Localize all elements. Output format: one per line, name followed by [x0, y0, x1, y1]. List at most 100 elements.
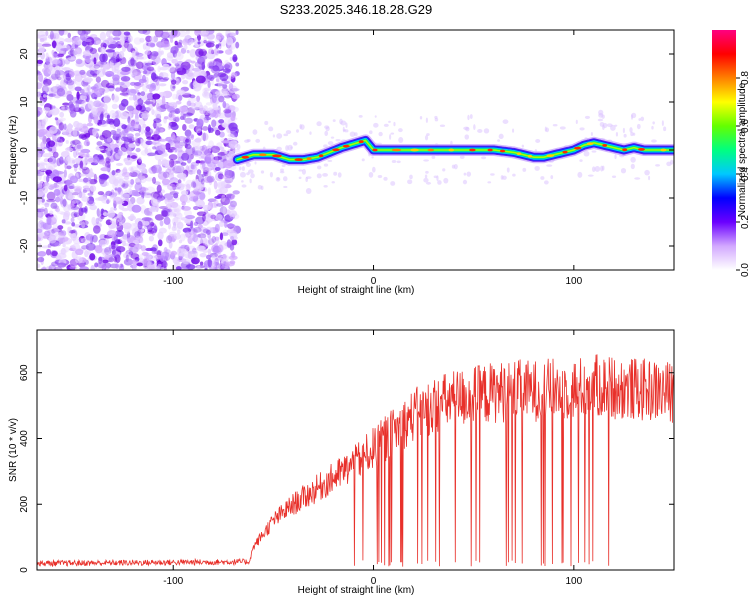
noise-speckle — [99, 233, 105, 239]
noise-speckle — [122, 243, 131, 247]
noise-speckle — [159, 72, 164, 79]
noise-speckle — [172, 93, 178, 100]
noise-speckle — [225, 107, 232, 114]
noise-speckle — [178, 239, 183, 244]
noise-speckle — [138, 53, 148, 60]
noise-speckle — [228, 140, 239, 149]
noise-speckle — [73, 188, 82, 193]
band-speckle — [610, 124, 616, 131]
noise-speckle — [119, 236, 128, 243]
noise-speckle — [115, 58, 120, 63]
noise-speckle — [158, 83, 167, 87]
noise-speckle — [142, 43, 147, 50]
noise-speckle — [39, 164, 46, 172]
noise-speckle — [73, 212, 80, 218]
noise-speckle — [157, 65, 161, 73]
noise-speckle — [232, 56, 238, 61]
noise-speckle — [100, 167, 110, 172]
noise-speckle — [93, 57, 97, 65]
noise-speckle — [78, 133, 86, 139]
band-speckle — [423, 159, 429, 162]
noise-speckle — [64, 58, 71, 65]
noise-speckle — [214, 156, 219, 162]
noise-speckle — [60, 79, 67, 88]
noise-speckle — [190, 164, 195, 170]
noise-speckle — [37, 143, 41, 147]
noise-speckle — [79, 173, 86, 177]
noise-speckle — [126, 133, 134, 139]
noise-speckle — [130, 179, 135, 185]
band-speckle — [374, 115, 377, 118]
noise-speckle — [218, 221, 225, 228]
noise-speckle — [223, 64, 231, 69]
noise-speckle — [207, 213, 215, 218]
band-speckle — [433, 175, 438, 179]
noise-speckle — [211, 109, 222, 118]
noise-speckle — [151, 141, 157, 145]
noise-speckle — [208, 171, 212, 178]
noise-speckle — [184, 112, 194, 116]
noise-speckle — [69, 109, 77, 118]
noise-speckle — [75, 248, 84, 256]
noise-speckle — [215, 146, 225, 151]
noise-speckle — [176, 229, 181, 235]
noise-speckle — [118, 215, 125, 224]
noise-speckle — [126, 147, 132, 156]
noise-speckle — [160, 40, 171, 48]
noise-speckle — [164, 197, 168, 205]
noise-speckle — [139, 117, 146, 126]
noise-speckle — [42, 94, 47, 98]
noise-speckle — [115, 245, 126, 253]
noise-speckle — [144, 127, 154, 136]
noise-speckle — [161, 95, 166, 105]
noise-speckle — [38, 128, 48, 135]
noise-speckle — [211, 235, 217, 243]
band-speckle — [283, 185, 288, 189]
spectrogram-hotspot — [372, 148, 378, 152]
noise-speckle — [81, 92, 89, 96]
spectrogram-y-label: Frequency (Hz) — [8, 116, 19, 185]
noise-speckle — [206, 107, 214, 114]
noise-speckle — [197, 173, 205, 183]
noise-speckle — [184, 35, 192, 43]
band-speckle — [424, 135, 429, 141]
band-speckle — [252, 129, 258, 135]
noise-speckle — [107, 44, 117, 49]
band-speckle — [459, 155, 465, 159]
noise-speckle — [120, 80, 131, 89]
noise-speckle — [98, 173, 109, 180]
noise-speckle — [82, 177, 89, 183]
noise-speckle — [129, 222, 139, 232]
noise-speckle — [218, 119, 225, 124]
noise-speckle — [45, 266, 53, 270]
noise-speckle — [83, 30, 91, 35]
noise-speckle — [154, 113, 159, 118]
band-speckle — [502, 175, 507, 180]
band-speckle — [255, 138, 261, 143]
noise-speckle — [92, 84, 99, 92]
noise-speckle — [225, 261, 235, 267]
noise-speckle — [204, 267, 208, 270]
noise-speckle — [66, 94, 74, 102]
noise-speckle — [171, 225, 177, 232]
noise-speckle — [142, 70, 148, 75]
band-speckle — [543, 180, 549, 185]
spectrogram-hotspot — [660, 148, 667, 152]
noise-speckle — [37, 208, 46, 213]
noise-speckle — [185, 179, 194, 189]
noise-speckle — [205, 254, 212, 260]
noise-speckle — [113, 118, 121, 127]
noise-speckle — [201, 160, 206, 170]
noise-speckle — [203, 87, 212, 92]
noise-speckle — [130, 155, 137, 159]
noise-speckle — [38, 198, 43, 203]
noise-speckle — [111, 245, 116, 250]
noise-speckle — [133, 100, 139, 107]
noise-speckle — [162, 171, 170, 179]
noise-speckle — [229, 200, 237, 208]
band-speckle — [535, 139, 541, 144]
noise-speckle — [46, 216, 52, 226]
band-speckle — [594, 166, 601, 172]
noise-speckle — [45, 30, 49, 37]
noise-speckle — [116, 187, 122, 192]
